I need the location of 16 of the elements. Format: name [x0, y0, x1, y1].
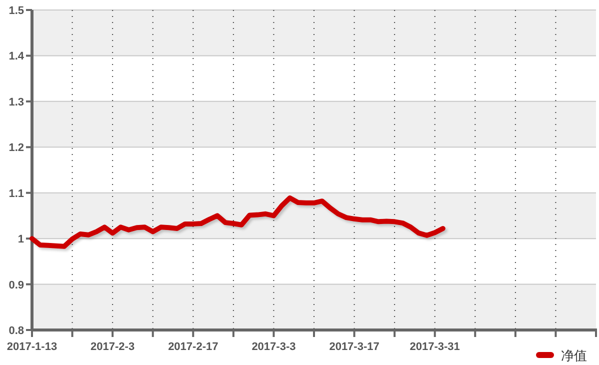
x-tick-label: 2017-1-13 — [6, 341, 58, 353]
x-tick-label: 2017-3-3 — [252, 341, 296, 353]
y-tick-label: 1.2 — [8, 142, 24, 154]
legend: 净值 — [536, 348, 587, 363]
x-tick-label: 2017-3-17 — [329, 341, 380, 353]
x-tick-label: 2017-2-3 — [90, 341, 135, 353]
y-tick-label: 1.3 — [8, 96, 24, 108]
y-tick-label: 1 — [18, 234, 24, 246]
y-tick-label: 1.4 — [8, 50, 25, 63]
x-tick-label: 2017-3-31 — [410, 341, 460, 353]
y-tick-label: 0.8 — [8, 325, 24, 337]
y-tick-label: 1.5 — [8, 5, 24, 17]
y-tick-label: 1.1 — [8, 188, 24, 200]
x-tick-label: 2017-2-17 — [168, 341, 218, 353]
legend-label: 净值 — [561, 348, 587, 363]
y-tick-label: 0.9 — [8, 279, 24, 292]
